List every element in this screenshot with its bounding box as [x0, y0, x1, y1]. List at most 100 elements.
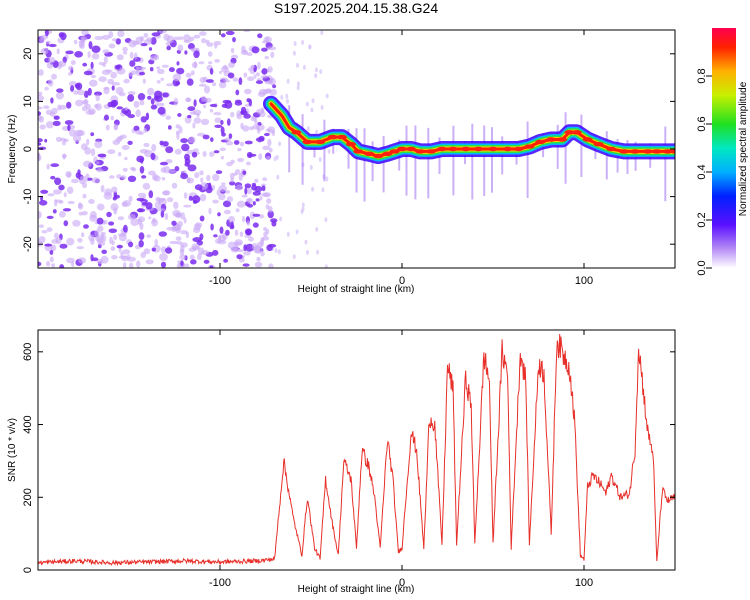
noise-blob	[267, 138, 272, 147]
noise-blob	[40, 195, 44, 202]
noise-blob	[149, 67, 154, 72]
y-tick-label: 20	[22, 48, 34, 60]
noise-blob	[229, 172, 235, 180]
noise-blob	[97, 153, 107, 158]
noise-blob	[180, 242, 188, 248]
noise-blob	[69, 129, 77, 137]
noise-blob	[169, 240, 179, 245]
noise-blob	[251, 185, 258, 191]
noise-blob	[90, 254, 94, 262]
noise-blob	[192, 200, 198, 204]
noise-blob	[46, 227, 53, 232]
noise-blob	[237, 147, 242, 152]
noise-blob	[220, 155, 224, 160]
noise-blob	[247, 76, 255, 81]
noise-blob	[222, 64, 228, 70]
ridge-peak	[488, 146, 498, 152]
noise-blob	[70, 60, 76, 66]
noise-blob	[177, 44, 184, 52]
noise-blob	[171, 182, 178, 189]
noise-blob	[220, 182, 226, 186]
noise-blob	[240, 122, 244, 130]
noise-blob	[252, 213, 261, 217]
noise-blob	[133, 125, 140, 132]
noise-blob	[112, 139, 121, 146]
noise-blob	[87, 177, 93, 181]
noise-blob	[270, 51, 275, 58]
noise-blob	[121, 144, 130, 151]
snr-y-axis-label: SNR (10 * v/v)	[7, 418, 18, 482]
noise-blob	[123, 78, 130, 84]
noise-blob	[265, 204, 269, 210]
noise-blob	[103, 56, 108, 64]
noise-blob	[136, 197, 145, 202]
noise-blob	[73, 134, 82, 143]
noise-blob	[245, 161, 251, 166]
spectrogram-y-axis-label: Frequency (Hz)	[7, 115, 18, 184]
noise-blob	[212, 249, 219, 256]
ridge-peak	[406, 146, 417, 152]
noise-blob	[179, 254, 186, 261]
noise-blob	[50, 175, 56, 180]
noise-blob	[44, 86, 49, 91]
noise-blob	[48, 56, 56, 64]
noise-blob	[216, 189, 221, 196]
noise-blob	[261, 47, 268, 52]
noise-blob	[110, 71, 118, 79]
noise-blob	[208, 61, 213, 65]
noise-blob	[198, 61, 205, 65]
noise-blob	[225, 229, 230, 236]
noise-blob	[183, 192, 188, 199]
noise-blob	[38, 153, 41, 161]
noise-blob	[147, 87, 155, 96]
noise-blob	[255, 80, 264, 85]
ridge-peak	[670, 149, 675, 154]
noise-blob	[195, 222, 203, 228]
noise-blob	[229, 181, 236, 186]
noise-blob	[100, 184, 105, 193]
noise-blob	[268, 263, 274, 268]
noise-blob	[111, 255, 118, 260]
ridge-peak	[346, 142, 356, 147]
noise-blob	[168, 67, 175, 73]
noise-blob	[230, 47, 235, 54]
noise-blob	[236, 254, 243, 260]
ridge-peak	[473, 146, 484, 152]
noise-blob	[154, 201, 161, 210]
noise-blob	[199, 233, 204, 241]
colorbar-label: Normalized spectral amplitude	[738, 81, 749, 216]
noise-blob	[59, 264, 65, 268]
noise-blob	[212, 199, 219, 204]
noise-blob	[116, 67, 126, 75]
noise-blob	[124, 106, 128, 111]
noise-blob	[90, 75, 97, 78]
noise-blob	[107, 101, 114, 108]
noise-blob	[154, 238, 158, 247]
noise-blob	[277, 249, 281, 255]
noise-blob	[66, 257, 75, 264]
noise-blob	[228, 215, 235, 224]
noise-blob	[222, 99, 232, 104]
x-tick-label: 0	[399, 275, 405, 287]
noise-blob	[258, 135, 265, 141]
noise-blob	[217, 212, 221, 217]
ridge-peak	[662, 149, 673, 154]
noise-blob	[101, 249, 107, 254]
noise-blob	[242, 170, 247, 175]
noise-blob	[214, 124, 223, 128]
noise-blob	[208, 207, 212, 215]
noise-blob	[254, 118, 258, 125]
noise-blob	[327, 148, 331, 154]
noise-blob	[100, 255, 109, 264]
noise-blob	[235, 89, 240, 96]
noise-blob	[209, 103, 218, 108]
noise-blob	[40, 48, 49, 55]
noise-blob	[173, 97, 179, 106]
noise-blob	[110, 246, 116, 252]
noise-blob	[244, 183, 252, 189]
noise-blob	[193, 99, 197, 107]
noise-blob	[143, 32, 149, 38]
ridge-peak	[315, 139, 326, 145]
noise-blob	[122, 167, 128, 172]
noise-blob	[219, 226, 224, 234]
